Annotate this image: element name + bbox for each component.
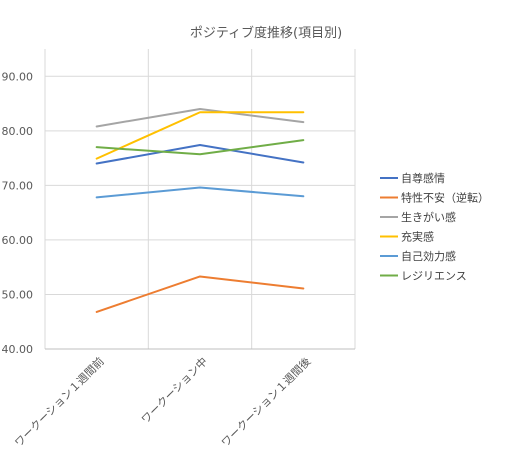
y-tick-label: 70.00: [2, 179, 34, 192]
legend-label: 自尊感情: [401, 171, 445, 185]
chart-title: ポジティブ度推移(項目別): [190, 25, 342, 41]
series-line: [95, 275, 305, 313]
y-tick-label: 90.00: [2, 70, 34, 83]
x-tick-label: ワークーション１週間前: [11, 354, 106, 449]
y-tick-label: 80.00: [2, 125, 34, 138]
series-line: [95, 144, 305, 165]
series-line: [95, 139, 305, 156]
y-tick-label: 40.00: [2, 343, 34, 356]
series-line: [95, 186, 305, 199]
axes: 40.00 50.00 60.00 70.00 80.00 90.00 ワークーション１週間…: [2, 70, 355, 450]
y-tick-label: 50.00: [2, 288, 34, 301]
gridlines: [44, 49, 356, 350]
legend-label: 充実感: [401, 230, 434, 244]
y-tick-label: 60.00: [2, 234, 34, 247]
series-lines: [95, 108, 305, 313]
legend-label: レジリエンス: [401, 270, 467, 283]
series-line: [95, 111, 305, 160]
legend-label: 生きがい感: [401, 210, 456, 224]
legend-label: 自己効力感: [401, 249, 456, 263]
x-tick-label: ワークーション１週間後: [218, 354, 313, 449]
legend-label: 特性不安（逆転）: [401, 191, 489, 205]
x-tick-label: ワークーション中: [139, 355, 210, 426]
series-line: [95, 108, 305, 128]
